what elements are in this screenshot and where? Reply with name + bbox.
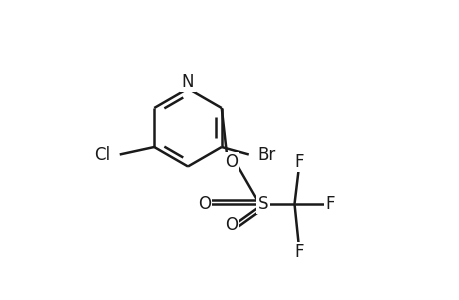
Text: O: O [224,153,237,171]
Text: F: F [294,243,303,261]
Text: Cl: Cl [95,146,111,164]
Text: Br: Br [257,146,275,164]
Text: N: N [181,73,194,91]
Text: F: F [294,153,303,171]
Text: O: O [197,195,211,213]
Text: S: S [257,195,268,213]
Text: F: F [325,195,334,213]
Text: O: O [224,216,237,234]
